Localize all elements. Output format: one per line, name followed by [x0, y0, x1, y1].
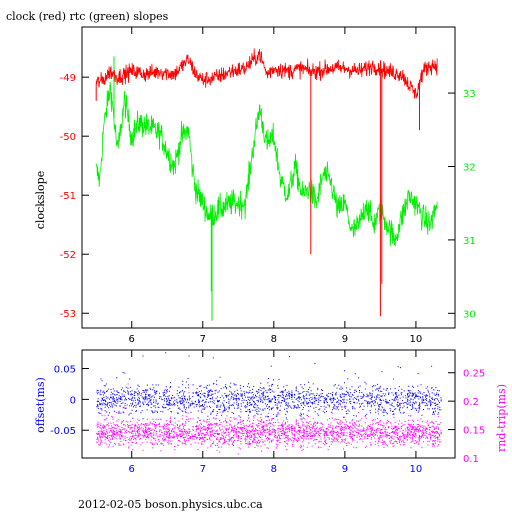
y-tick-label: 0.15: [463, 426, 485, 437]
x-tick-label: 7: [200, 334, 206, 345]
x-tick-label: 7: [200, 464, 206, 475]
top-left-y-axis: -49 -50 -51 -52 -53: [60, 73, 89, 320]
x-tick-label: 8: [271, 334, 277, 345]
bottom-left-y-axis: 0.05 0 -0.05: [50, 365, 89, 437]
x-tick-label: 6: [129, 334, 135, 345]
chart-title: clock (red) rtc (green) slopes: [6, 10, 169, 23]
footer-caption: 2012-02-05 boson.physics.ubc.ca: [78, 498, 263, 511]
y-tick-label: 30: [463, 309, 476, 320]
x-tick-label: 9: [342, 464, 348, 475]
y-tick-label: -49: [60, 73, 76, 84]
top-right-y-axis: 33 32 31 30: [448, 89, 476, 320]
bottom-right-y-axis: 0.25 0.2 0.15 0.1: [448, 369, 485, 465]
bottom-chart: 6 7 8 9 10 0.05 0 -0.05 0.25 0.2 0.15 0.1 offset(…: [34, 349, 508, 475]
y-tick-label: 33: [463, 89, 476, 100]
y-tick-label: 0.2: [463, 397, 479, 408]
y-tick-label: 0.1: [463, 454, 479, 465]
x-tick-label: 10: [410, 464, 423, 475]
rnd-trip-points: [96, 383, 442, 455]
bottom-x-axis: 6 7 8 9 10: [129, 350, 423, 475]
clock-line: [95, 48, 438, 99]
y-tick-label: -52: [60, 250, 76, 261]
y-tick-label: -51: [60, 191, 76, 202]
y-tick-label: -50: [60, 132, 76, 143]
bottom-right-y-axis-title: rnd-trip(ms): [495, 384, 508, 452]
top-x-axis: 6 7 8 9 10: [129, 27, 423, 345]
bottom-left-y-axis-title: offset(ms): [34, 377, 47, 433]
y-tick-label: 32: [463, 162, 476, 173]
x-tick-label: 10: [410, 334, 423, 345]
bottom-plot-frame: [81, 349, 456, 459]
x-tick-label: 9: [342, 334, 348, 345]
rnd-trip-series: [96, 383, 442, 455]
top-y-axis-title: clockslope: [34, 171, 47, 229]
rtc-line: [95, 81, 438, 247]
offset-points: [96, 352, 442, 424]
y-tick-label: 0.05: [54, 365, 76, 376]
x-tick-label: 8: [271, 464, 277, 475]
offset-series: [96, 352, 442, 424]
y-tick-label: 0.25: [463, 369, 485, 380]
y-tick-label: -0.05: [50, 426, 76, 437]
rtc-series: [95, 56, 438, 321]
x-tick-label: 6: [129, 464, 135, 475]
y-tick-label: -53: [60, 309, 76, 320]
clock-series: [95, 48, 438, 317]
top-chart: 6 7 8 9 10 -49 -50 -51 -52 -53 33 32 31 30 clockslo…: [34, 26, 476, 345]
y-tick-label: 0: [70, 395, 76, 406]
top-plot-frame: [81, 26, 456, 329]
y-tick-label: 31: [463, 236, 476, 247]
